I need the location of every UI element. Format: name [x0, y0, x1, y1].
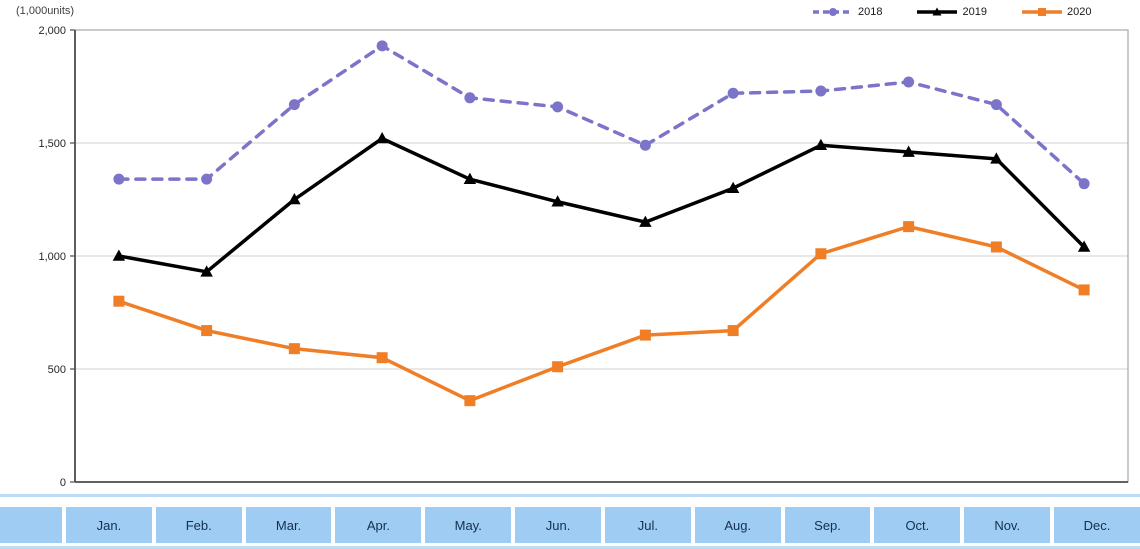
- series-2019-point-nov: [990, 152, 1003, 164]
- legend-item-2019: 2019: [916, 6, 987, 18]
- series-2018-point-aug: [727, 87, 739, 99]
- series-2020-point-oct: [903, 221, 915, 233]
- series-2019-point-feb: [200, 265, 213, 277]
- series-2019-point-jul: [639, 215, 652, 227]
- legend-label-2019: 2019: [962, 6, 987, 18]
- month-cell-sep: Sep.: [784, 507, 871, 543]
- square-marker-icon: [1037, 8, 1046, 16]
- series-2018-point-jan: [113, 173, 125, 185]
- month-cell-nov: Nov.: [964, 507, 1051, 543]
- series-2018-point-may: [464, 92, 476, 104]
- y-tick-label-1000: 1,000: [38, 251, 66, 263]
- legend-swatch-2020: [1021, 8, 1062, 16]
- legend-swatch-2019: [917, 7, 958, 16]
- series-2019-point-sep: [814, 138, 828, 151]
- triangle-marker-icon: [932, 7, 942, 16]
- legend-item-2020: 2020: [1021, 6, 1091, 18]
- legend-label-2018: 2018: [858, 6, 883, 18]
- y-tick-label-1500: 1,500: [38, 138, 66, 150]
- month-cell-mar: Mar.: [245, 507, 332, 543]
- series-2019-point-jun: [551, 195, 564, 207]
- month-cell-aug: Aug.: [694, 507, 781, 543]
- series-2019-point-may: [463, 172, 477, 184]
- series-2018-point-apr: [376, 40, 388, 52]
- series-2018-point-sep: [815, 85, 827, 97]
- series-2018-point-jul: [639, 139, 651, 151]
- series-2020-point-dec: [1078, 284, 1090, 296]
- series-2020-point-jun: [552, 361, 564, 373]
- legend-item-2018: 2018: [812, 6, 882, 18]
- axis-units-label: (1,000units): [16, 5, 75, 17]
- month-cell-jul: Jul.: [604, 507, 691, 543]
- series-2020-point-nov: [990, 241, 1002, 253]
- series-2018-point-jun: [552, 101, 564, 113]
- series-2018-point-feb: [201, 173, 213, 185]
- series-2019-point-dec: [1077, 240, 1091, 252]
- series-2020-point-aug: [727, 325, 739, 337]
- series-2019-point-jan: [112, 249, 126, 261]
- month-cell-may: May.: [425, 507, 512, 543]
- table-bottom-rule: [0, 546, 1140, 549]
- y-tick-label-0: 0: [60, 477, 66, 489]
- series-2018-point-nov: [990, 99, 1002, 111]
- series-2020-point-may: [464, 395, 476, 407]
- series-2020-line: [117, 224, 1086, 403]
- series-2018-point-oct: [903, 76, 915, 88]
- series-2019-line: [117, 136, 1086, 274]
- month-cell-apr: Apr.: [335, 507, 422, 543]
- series-2020-point-apr: [376, 352, 388, 364]
- table-top-rule: [0, 494, 1140, 497]
- legend: 2018 2019 2020: [812, 4, 1091, 20]
- month-cell-oct: Oct.: [874, 507, 961, 543]
- month-cell-jan: Jan.: [66, 507, 152, 543]
- month-cell-dec: Dec.: [1054, 507, 1140, 543]
- series-2020-point-feb: [201, 325, 213, 337]
- series-2018-point-mar: [288, 99, 300, 111]
- series-2019-point-apr: [375, 131, 389, 144]
- series-2018-line: [117, 44, 1086, 186]
- series-2020-point-sep: [815, 248, 827, 260]
- month-cell-blank: [0, 507, 62, 543]
- series-2019-point-mar: [288, 193, 301, 205]
- series-2019-point-aug: [726, 181, 740, 193]
- month-cell-feb: Feb.: [155, 507, 242, 543]
- series-2018-point-dec: [1078, 178, 1090, 190]
- y-tick-label-2000: 2,000: [38, 25, 66, 37]
- series-2020-point-jan: [113, 295, 125, 307]
- month-header-row: Jan. Feb. Mar. Apr. May. Jun. Jul. Aug. Sep. Oct.…: [0, 507, 1140, 543]
- month-cell-jun: Jun.: [515, 507, 601, 543]
- legend-swatch-2018: [813, 8, 853, 16]
- series-2020-point-mar: [288, 343, 300, 355]
- legend-label-2020: 2020: [1066, 6, 1092, 18]
- circle-marker-icon: [829, 8, 837, 16]
- series-2019-point-oct: [902, 145, 915, 157]
- y-tick-label-500: 500: [48, 364, 66, 376]
- series-2020-point-jul: [639, 329, 651, 341]
